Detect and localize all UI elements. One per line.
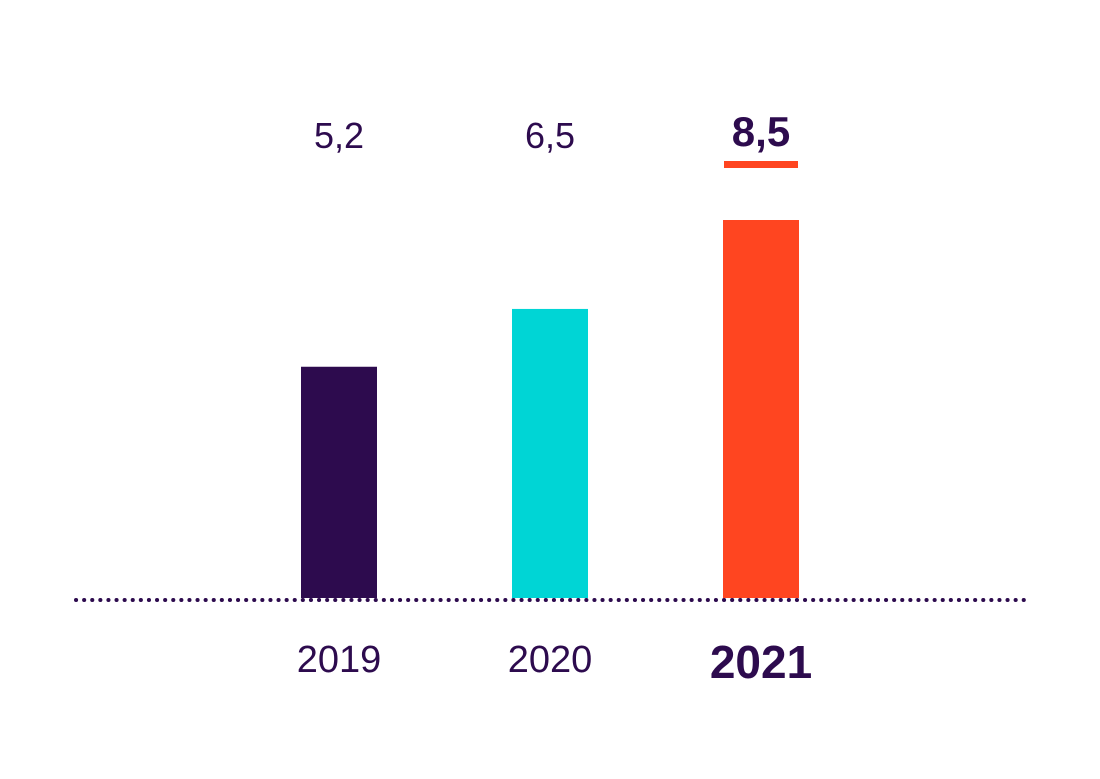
x-tick-label-2020: 2020 — [508, 639, 593, 681]
x-tick-labels-group: 2019 2020 2021 — [297, 636, 812, 688]
value-highlight-underline — [724, 161, 798, 168]
value-labels-group: 5,2 6,5 8,5 — [314, 108, 798, 168]
value-label-2021: 8,5 — [732, 108, 790, 155]
bar-2019 — [301, 366, 377, 598]
bar-2020 — [512, 308, 588, 598]
bar-2021 — [723, 220, 799, 598]
x-tick-label-2021: 2021 — [710, 636, 812, 688]
value-label-2019: 5,2 — [314, 115, 364, 156]
bars-group — [301, 220, 799, 598]
x-tick-label-2019: 2019 — [297, 639, 382, 681]
value-label-2020: 6,5 — [525, 115, 575, 156]
